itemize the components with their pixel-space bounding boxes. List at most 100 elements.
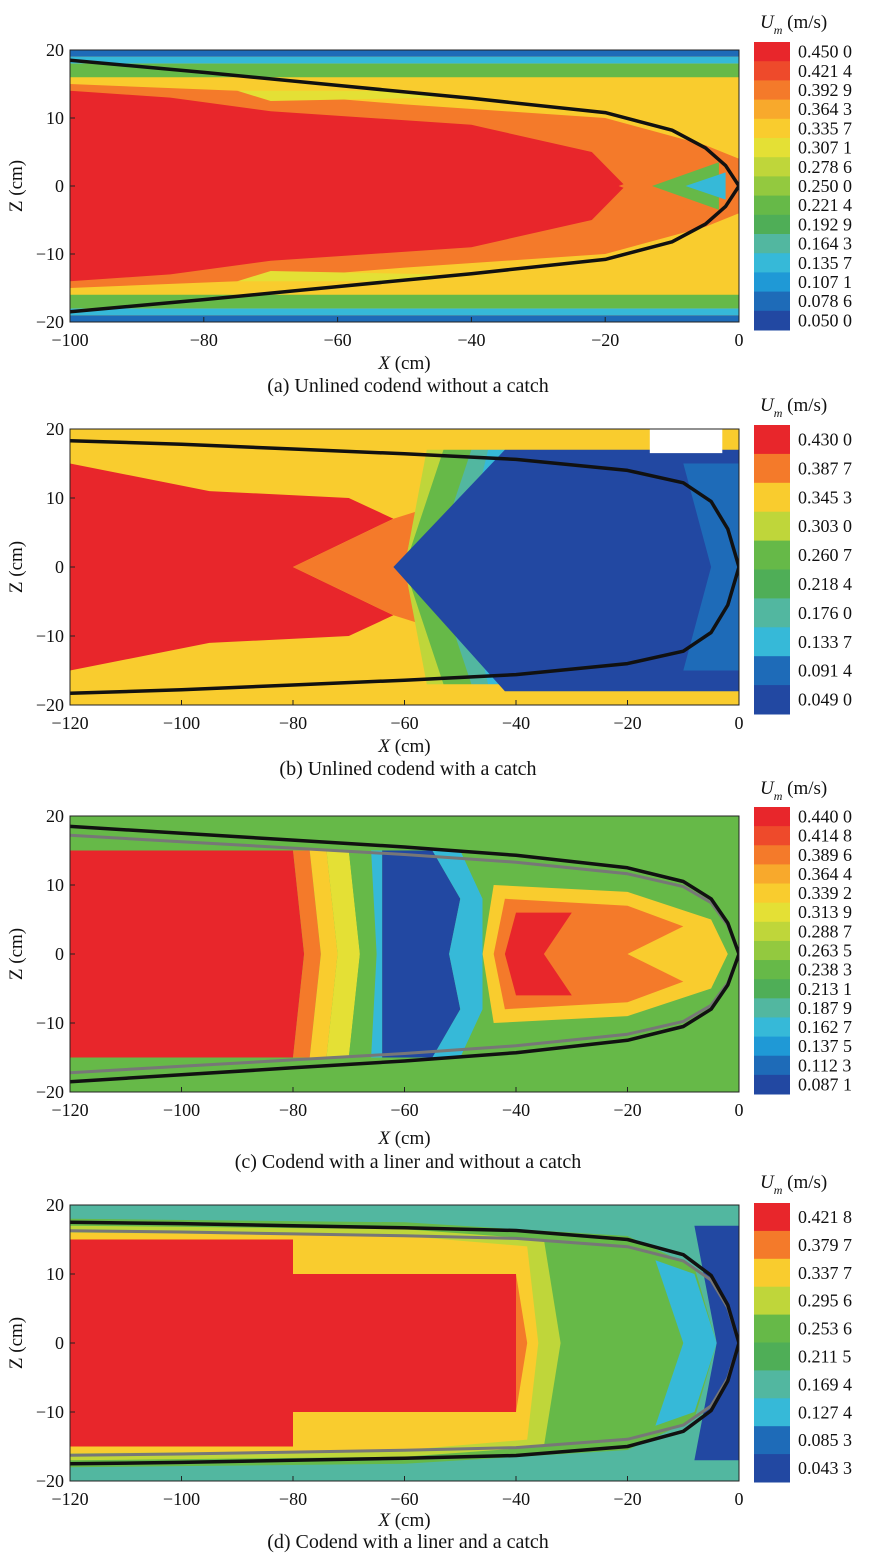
- panel-caption: (d) Codend with a liner and a catch: [267, 1531, 549, 1553]
- colorbar-level-label: 0.107 1: [798, 272, 852, 292]
- colorbar-level-label: 0.313 9: [798, 902, 852, 922]
- colorbar-title: Um (m/s): [760, 395, 827, 420]
- x-tick-label: 0: [735, 1100, 744, 1120]
- colorbar: 0.440 00.414 80.389 60.364 40.339 20.313…: [754, 778, 852, 1095]
- x-tick-label: −60: [390, 1100, 418, 1120]
- x-axis-label: X (cm): [377, 1128, 430, 1149]
- y-tick-label: 20: [46, 419, 64, 439]
- contour-region: [326, 850, 360, 1058]
- contour-region: [70, 308, 739, 316]
- contour-region: [309, 850, 338, 1058]
- colorbar-title: Um (m/s): [760, 1172, 827, 1197]
- x-tick-label: −20: [613, 1489, 641, 1509]
- colorbar-swatch: [754, 176, 790, 197]
- codend-outline: [70, 438, 739, 696]
- contour-region: [70, 850, 305, 1058]
- colorbar-swatch: [754, 569, 790, 599]
- colorbar-level-label: 0.263 5: [798, 941, 852, 961]
- contour-region: [70, 90, 626, 282]
- x-tick-label: −80: [279, 1489, 307, 1509]
- contour-region: [655, 1260, 717, 1426]
- colorbar-level-label: 0.387 7: [798, 458, 852, 478]
- x-tick-label: −20: [613, 713, 641, 733]
- contour-region: [70, 50, 739, 57]
- panel-b: −120 −100 −80 −60 −40 −20 0 20 10 0 −10 −20 X (cm) Z …: [6, 395, 852, 780]
- y-tick-label: −10: [36, 626, 64, 646]
- colorbar: 0.430 0 0.387 7 0.345 3 0.303 0 0.260 7 0.218…: [754, 395, 852, 715]
- contour-region: [432, 850, 483, 1058]
- velocity-field: [70, 50, 739, 322]
- colorbar-level-label: 0.450 0: [798, 42, 852, 62]
- colorbar-level-label: 0.339 2: [798, 883, 852, 903]
- contour-region: [685, 172, 726, 200]
- x-tick-label: −100: [163, 1100, 200, 1120]
- colorbar-level-label: 0.137 5: [798, 1036, 852, 1056]
- panel-c: −120 −100 −80 −60 −40 −20 0 20 10 0 −10 −20 X (cm) Z …: [6, 778, 852, 1173]
- x-axis-label: X (cm): [377, 353, 430, 374]
- x-tick-label: −100: [163, 713, 200, 733]
- x-tick-label: 0: [735, 713, 744, 733]
- contour-region: [70, 56, 739, 64]
- colorbar-level-label: 0.238 3: [798, 960, 852, 980]
- contour-region: [371, 850, 383, 1058]
- colorbar-level-label: 0.043 3: [798, 1458, 852, 1478]
- contour-region: [293, 511, 416, 623]
- contour-region: [293, 850, 321, 1058]
- colorbar-level-label: 0.389 6: [798, 845, 852, 865]
- colorbar-level-label: 0.307 1: [798, 138, 852, 158]
- colorbar-level-label: 0.335 7: [798, 118, 852, 138]
- velocity-field: [70, 1205, 739, 1481]
- y-tick-label: 0: [55, 1333, 64, 1353]
- y-tick-label: 0: [55, 176, 64, 196]
- colorbar-level-label: 0.250 0: [798, 176, 852, 196]
- colorbar-swatch: [754, 845, 790, 865]
- colorbar-level-label: 0.162 7: [798, 1017, 852, 1037]
- colorbar-swatch: [754, 1342, 790, 1371]
- y-axis-label: Z (cm): [6, 541, 27, 593]
- contour-region: [652, 162, 719, 210]
- colorbar-swatch: [754, 598, 790, 628]
- colorbar-level-label: 0.049 0: [798, 690, 852, 710]
- contour-region: [694, 1225, 739, 1461]
- colorbar-swatch: [754, 960, 790, 980]
- x-tick-label: −40: [457, 330, 485, 350]
- colorbar-level-label: 0.213 1: [798, 979, 852, 999]
- colorbar-swatch: [754, 864, 790, 885]
- colorbar-swatch: [754, 118, 790, 139]
- colorbar-swatch: [754, 1426, 790, 1455]
- y-axis-label: Z (cm): [6, 1317, 27, 1369]
- colorbar-swatch: [754, 214, 790, 235]
- colorbar-swatch: [754, 1258, 790, 1288]
- y-axis-label: Z (cm): [6, 160, 27, 212]
- colorbar-title: Um (m/s): [760, 778, 827, 803]
- colorbar-level-label: 0.379 7: [798, 1235, 852, 1255]
- panel-caption: (c) Codend with a liner and without a ca…: [235, 1151, 582, 1173]
- colorbar-swatch: [754, 61, 790, 81]
- contour-region: [348, 850, 377, 1058]
- contour-region: [237, 90, 438, 101]
- colorbar-swatch: [754, 1017, 790, 1038]
- colorbar-level-label: 0.288 7: [798, 921, 852, 941]
- y-tick-label: 10: [46, 108, 64, 128]
- contour-region: [70, 315, 739, 322]
- colorbar-level-label: 0.091 4: [798, 661, 852, 681]
- colorbar-level-label: 0.176 0: [798, 603, 852, 623]
- colorbar-level-label: 0.364 3: [798, 99, 852, 119]
- y-tick-label: 20: [46, 40, 64, 60]
- panel-d: −120 −100 −80 −60 −40 −20 0 20 10 0 −10 −20 X (cm) Z …: [6, 1172, 852, 1553]
- x-tick-label: −40: [502, 713, 530, 733]
- colorbar-level-label: 0.112 3: [798, 1055, 851, 1075]
- contour-region: [70, 1239, 516, 1447]
- colorbar-swatch: [754, 1370, 790, 1399]
- x-tick-label: −100: [51, 330, 88, 350]
- y-tick-label: 10: [46, 488, 64, 508]
- y-tick-label: 0: [55, 944, 64, 964]
- colorbar-level-label: 0.421 4: [798, 61, 852, 81]
- colorbar-swatch: [754, 883, 790, 904]
- codend-outline: [70, 58, 739, 314]
- colorbar-level-label: 0.133 7: [798, 632, 852, 652]
- colorbar-level-label: 0.430 0: [798, 429, 852, 449]
- x-tick-label: −80: [279, 1100, 307, 1120]
- x-tick-label: −20: [591, 330, 619, 350]
- x-tick-label: −100: [163, 1489, 200, 1509]
